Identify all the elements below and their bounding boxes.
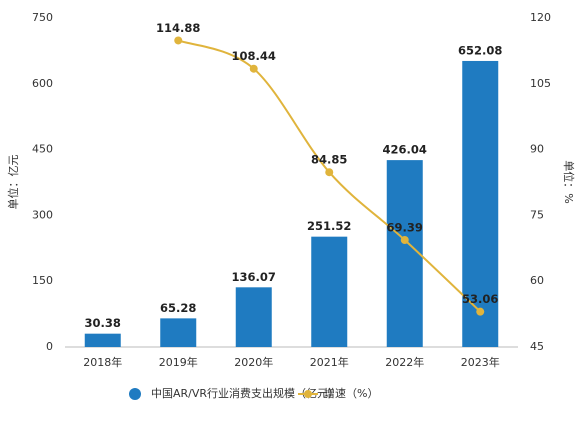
y-tick-label: 0	[46, 340, 53, 353]
value-label: 108.44	[232, 49, 276, 63]
value-label: 652.08	[458, 43, 502, 57]
legend-label: 增速（%）	[324, 386, 378, 400]
x-tick-label: 2021年	[310, 355, 349, 369]
legend-label: 中国AR/VR行业消费支出规模（亿元）	[151, 386, 339, 400]
value-label: 69.39	[387, 221, 423, 235]
y2-tick-label: 75	[530, 208, 544, 221]
y2-axis-label: 单位：%	[562, 160, 576, 203]
line-point	[400, 236, 409, 245]
value-label: 30.38	[85, 316, 121, 330]
value-label: 136.07	[232, 270, 276, 284]
line-point	[325, 168, 334, 177]
y-tick-label: 750	[32, 11, 53, 24]
legend-marker	[304, 390, 312, 398]
bar	[386, 160, 423, 347]
x-tick-label: 2023年	[461, 355, 500, 369]
y2-tick-label: 90	[530, 143, 544, 156]
x-tick-label: 2019年	[159, 355, 198, 369]
y2-tick-label: 120	[530, 11, 551, 24]
value-label: 251.52	[307, 219, 351, 233]
line-point	[174, 36, 183, 45]
y-axis-label: 单位：亿元	[6, 155, 20, 210]
value-label: 53.06	[462, 292, 498, 306]
x-tick-label: 2018年	[83, 355, 122, 369]
y-tick-label: 600	[32, 77, 53, 90]
line-point	[249, 64, 258, 73]
y2-tick-label: 105	[530, 77, 551, 90]
x-tick-label: 2020年	[234, 355, 273, 369]
y-tick-label: 300	[32, 208, 53, 221]
y-tick-label: 150	[32, 274, 53, 287]
bar	[84, 333, 121, 347]
x-tick-label: 2022年	[385, 355, 424, 369]
y2-tick-label: 45	[530, 340, 544, 353]
value-label: 84.85	[311, 153, 347, 167]
bar	[160, 318, 197, 347]
value-label: 114.88	[156, 21, 200, 35]
line-point	[476, 307, 485, 316]
y2-tick-label: 60	[530, 274, 544, 287]
value-label: 65.28	[160, 301, 196, 315]
value-label: 426.04	[383, 143, 427, 157]
y-tick-label: 450	[32, 143, 53, 156]
legend-marker	[129, 388, 141, 400]
bar	[235, 287, 272, 347]
bar	[311, 236, 348, 347]
